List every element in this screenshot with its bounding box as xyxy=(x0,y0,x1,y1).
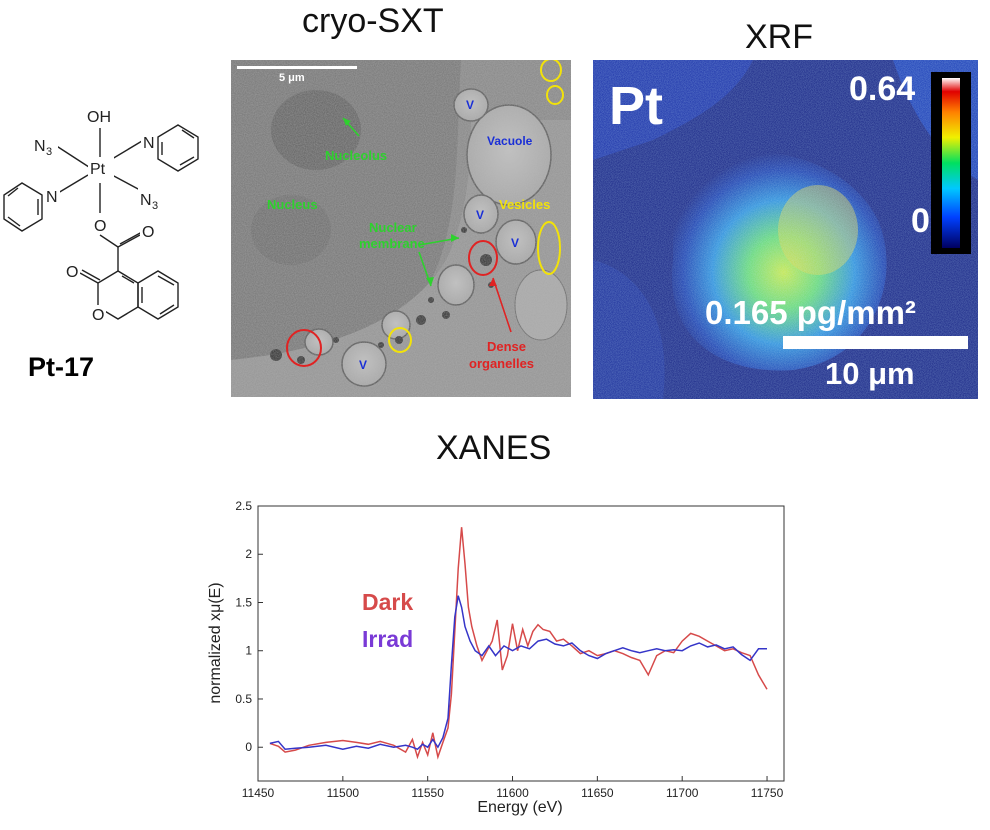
concentration-label: 0.165 pg/mm² xyxy=(705,294,916,331)
y-axis-label: normalized xμ(E) xyxy=(207,582,224,703)
vacuole-v-label: V xyxy=(511,236,520,250)
sxt-micrograph xyxy=(231,60,571,397)
xrf-title: XRF xyxy=(745,18,813,56)
series-line-irrad xyxy=(269,595,767,751)
y-tick-label: 0 xyxy=(245,740,252,754)
y-tick-label: 2 xyxy=(245,547,252,561)
xanes-plot: 11450 11500 11550 11600 11650 11700 11750 0 0.5 1… xyxy=(207,499,785,816)
dense-organelles-label-2: organelles xyxy=(469,356,535,371)
azide-left-sub: 3 xyxy=(46,146,52,158)
sxt-scale-label: 5 μm xyxy=(279,72,305,84)
x-tick-label: 11550 xyxy=(411,786,444,800)
nuclear-membrane-label-2: membrane xyxy=(359,236,425,251)
ester-carbonyl-oxygen: O xyxy=(142,224,154,241)
legend-irrad: Irrad xyxy=(362,626,413,652)
azide-left: N xyxy=(34,138,46,155)
molecule-drawing: Pt OH N 3 N 3 N N O O O O xyxy=(3,103,199,324)
nucleolus-label: Nucleolus xyxy=(325,148,388,163)
cryo-sxt-image: 5 μm Nucleolus Nucleus Nuclear membrane … xyxy=(231,60,571,397)
xanes-title: XANES xyxy=(436,429,552,467)
xrf-element-label: Pt xyxy=(609,76,663,136)
ester-oxygen: O xyxy=(94,218,106,235)
ring-oxygen: O xyxy=(92,307,104,324)
x-tick-label: 11700 xyxy=(666,786,699,800)
nucleus-label: Nucleus xyxy=(267,197,318,212)
x-tick-label: 11500 xyxy=(327,786,360,800)
sxt-title: cryo-SXT xyxy=(302,2,444,40)
x-tick-label: 11750 xyxy=(751,786,784,800)
y-tick-label: 0.5 xyxy=(235,692,252,706)
xrf-scale-label: 10 μm xyxy=(825,356,915,391)
vacuole-v-label: V xyxy=(476,208,485,222)
x-tick-label: 11450 xyxy=(242,786,275,800)
y-tick-label: 1.5 xyxy=(235,595,252,609)
oh-group: OH xyxy=(87,109,111,126)
x-axis-label: Energy (eV) xyxy=(477,799,562,816)
azide-right-sub: 3 xyxy=(152,200,158,212)
pt17-structure: Pt OH N 3 N 3 N N O O O O xyxy=(0,95,215,405)
y-tick-label: 2.5 xyxy=(235,499,252,513)
vacuole-v-label: V xyxy=(359,358,368,372)
x-tick-label: 11600 xyxy=(496,786,529,800)
xrf-heatmap xyxy=(593,60,978,399)
dense-organelles-label-1: Dense xyxy=(487,339,527,354)
pt-atom: Pt xyxy=(90,161,106,178)
azide-right: N xyxy=(140,192,152,209)
plot-area xyxy=(257,505,785,782)
lactone-carbonyl-oxygen: O xyxy=(66,264,78,281)
colorbar-max-label: 0.64 xyxy=(849,70,916,108)
x-tick-label: 11650 xyxy=(581,786,614,800)
vacuole-label: Vacuole xyxy=(487,134,533,148)
legend-dark: Dark xyxy=(362,589,413,615)
vesicles-label: Vesicles xyxy=(499,197,551,212)
vacuole-v-label: V xyxy=(466,98,475,112)
pyridine-n-top: N xyxy=(143,135,155,152)
xrf-map: Pt 0.64 0 0.165 pg/mm² 10 μm xyxy=(593,60,978,399)
colorbar-min-label: 0 xyxy=(911,202,930,240)
xanes-chart: 11450 11500 11550 11600 11650 11700 11750 0 0.5 1… xyxy=(200,490,790,825)
nuclear-membrane-label-1: Nuclear xyxy=(369,220,417,235)
y-tick-label: 1 xyxy=(245,644,252,658)
series-line-dark xyxy=(269,527,768,760)
compound-name: Pt-17 xyxy=(28,352,95,382)
pyridine-n-left: N xyxy=(46,189,58,206)
